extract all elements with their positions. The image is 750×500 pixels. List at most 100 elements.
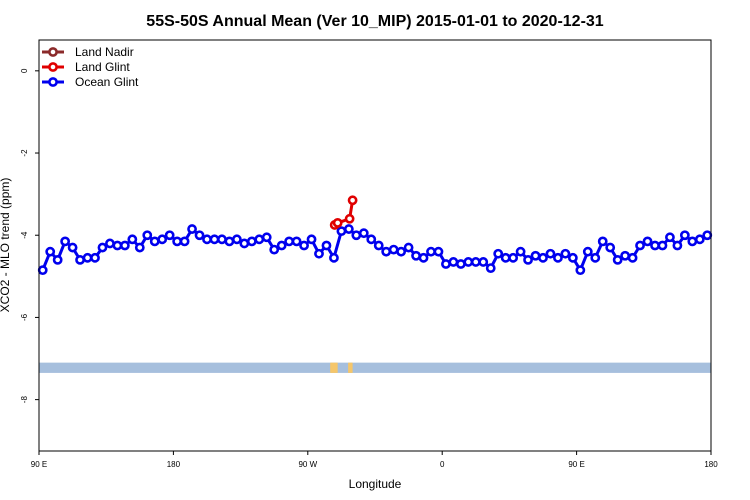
ocean-glint-point — [261, 232, 272, 243]
ocean-band — [39, 362, 711, 373]
ocean-glint-point — [343, 224, 354, 234]
land-glint-point — [347, 195, 358, 206]
legend-ocean-glint-label: Ocean Glint — [75, 75, 139, 89]
ocean-glint-point — [127, 234, 138, 245]
ocean-glint-point — [620, 250, 631, 261]
ocean-glint-point — [665, 232, 675, 243]
ocean-glint-point — [403, 242, 414, 253]
y-axis-title: XCO2 - MLO trend (ppm) — [0, 178, 12, 313]
x-tick-label: 90 E — [568, 460, 584, 469]
ocean-glint-point — [231, 234, 242, 245]
ocean-glint-point — [134, 242, 145, 253]
y-tick-label: 0 — [20, 68, 29, 73]
ocean-glint-point — [635, 240, 645, 251]
ocean-glint-point — [396, 246, 407, 257]
ocean-glint-point — [97, 242, 108, 253]
ocean-glint-point — [202, 234, 212, 245]
ocean-glint-point — [164, 230, 175, 241]
ocean-glint-point — [366, 234, 377, 245]
ocean-glint-point — [179, 236, 190, 247]
ocean-glint-point — [239, 238, 250, 249]
ocean-glint-point — [276, 240, 287, 251]
x-axis-title: Longitude — [349, 477, 402, 491]
ocean-glint-point — [314, 248, 324, 259]
ocean-glint-point — [545, 248, 556, 259]
ocean-glint-point — [284, 236, 295, 247]
ocean-glint-point — [694, 234, 705, 245]
x-tick-label: 90 W — [298, 460, 317, 469]
ocean-glint-point — [157, 234, 168, 245]
ocean-glint-point — [388, 244, 399, 255]
land-glint-point — [344, 213, 355, 224]
ocean-glint-point — [119, 240, 130, 251]
ocean-glint-point — [149, 236, 160, 247]
ocean-glint-point — [470, 257, 481, 267]
ocean-glint-point — [194, 230, 205, 241]
ocean-glint-point — [508, 252, 519, 263]
ocean-glint-point — [433, 246, 444, 257]
ocean-glint-point — [485, 263, 496, 274]
ocean-glint-point — [530, 250, 541, 261]
ocean-glint-point — [553, 252, 563, 263]
ocean-glint-point — [52, 254, 63, 265]
ocean-glint-point — [657, 240, 668, 251]
ocean-glint-point — [224, 236, 235, 247]
legend-land-glint-label: Land Glint — [75, 60, 130, 74]
ocean-glint-point — [60, 236, 71, 247]
ocean-glint-point — [538, 252, 548, 263]
ocean-glint-point — [142, 230, 153, 241]
x-tick-label: 180 — [704, 460, 718, 469]
legend-land-glint-marker — [48, 62, 58, 72]
ocean-glint-point — [269, 244, 280, 255]
ocean-glint-point — [650, 240, 660, 251]
ocean-glint-point — [75, 254, 85, 265]
plot-area — [37, 195, 713, 373]
ocean-glint-point — [567, 252, 578, 263]
x-tick-label: 180 — [167, 460, 181, 469]
ocean-glint-point — [463, 257, 474, 267]
ocean-glint-point — [351, 230, 362, 241]
ocean-glint-point — [679, 230, 690, 241]
ocean-glint-point — [575, 265, 586, 276]
ocean-glint-point — [45, 246, 56, 257]
ocean-glint-point — [500, 252, 511, 263]
ocean-glint-point — [37, 265, 48, 276]
ocean-glint-point — [597, 236, 608, 247]
ocean-glint-point — [381, 246, 392, 257]
ocean-glint-point — [67, 242, 78, 253]
land-segment — [330, 362, 338, 373]
ocean-glint-point — [321, 240, 332, 251]
land-glint-point — [332, 217, 343, 228]
ocean-glint-point — [478, 257, 489, 267]
ocean-glint-point — [411, 250, 421, 261]
ocean-glint-point — [627, 252, 638, 263]
ocean-glint-point — [523, 254, 533, 265]
ocean-glint-point — [105, 238, 115, 249]
ocean-glint-point — [582, 246, 593, 257]
ocean-glint-point — [441, 259, 451, 269]
chart-title: 55S-50S Annual Mean (Ver 10_MIP) 2015-01… — [146, 13, 604, 30]
plot-frame — [38, 39, 712, 452]
x-tick-label: 90 E — [31, 460, 47, 469]
ocean-glint-point — [560, 248, 571, 259]
x-axis: 90 E 180 90 W 0 90 E 180 — [31, 451, 718, 469]
ocean-glint-point — [612, 254, 623, 265]
legend-land-nadir-marker — [48, 47, 58, 57]
ocean-glint-point — [448, 257, 459, 267]
ocean-glint-point — [306, 234, 317, 245]
ocean-glint-point — [515, 246, 526, 257]
ocean-glint-point — [90, 252, 100, 263]
y-axis: 0 -2 -4 -6 -8 — [20, 68, 39, 403]
ocean-glint-point — [112, 240, 123, 251]
ocean-glint-point — [82, 252, 93, 263]
ocean-glint-point — [642, 236, 653, 247]
ocean-glint-point — [291, 236, 302, 247]
ocean-glint-point — [590, 252, 601, 263]
y-tick-label: -4 — [20, 231, 29, 239]
y-tick-label: -8 — [20, 396, 29, 404]
ocean-glint-point — [299, 240, 309, 251]
ocean-glint-point — [455, 259, 466, 269]
ocean-glint-point — [329, 252, 339, 263]
